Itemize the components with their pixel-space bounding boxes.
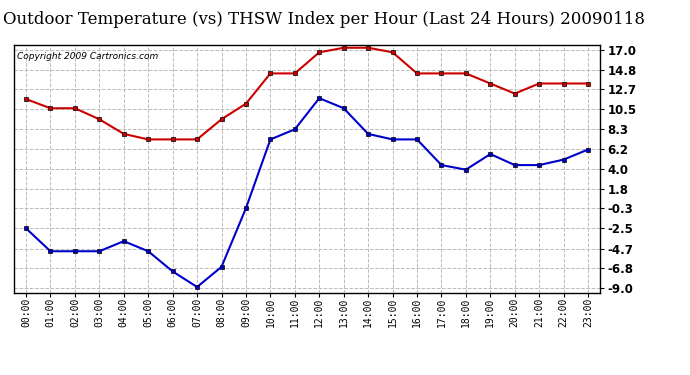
Text: Copyright 2009 Cartronics.com: Copyright 2009 Cartronics.com [17, 53, 158, 62]
Text: Outdoor Temperature (vs) THSW Index per Hour (Last 24 Hours) 20090118: Outdoor Temperature (vs) THSW Index per … [3, 11, 645, 28]
